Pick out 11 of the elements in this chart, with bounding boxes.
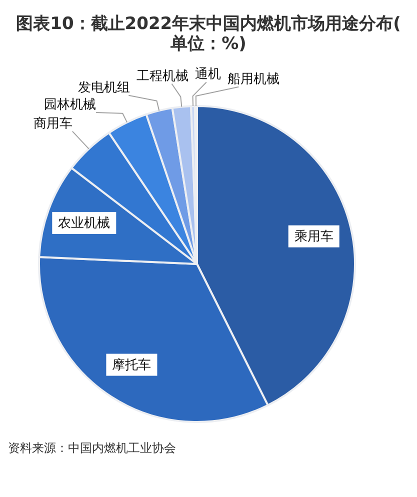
slice-label: 发电机组 xyxy=(78,80,130,95)
annotation: 资料来源：中国内燃机工业协会 xyxy=(8,441,176,455)
slice-label: 工程机械 xyxy=(136,68,189,84)
slice-label: 商用车 xyxy=(33,116,72,131)
slice-label: 乘用车 xyxy=(294,228,334,244)
title: 图表10：截止2022年末中国内燃机市场用途分布(单位：%) xyxy=(16,14,401,54)
slice-label: 园林机械 xyxy=(44,97,96,112)
slice-label: 通机 xyxy=(195,66,222,82)
slice-label: 船用机械 xyxy=(228,71,280,86)
slice-label: 摩托车 xyxy=(112,357,152,372)
slice-label: 农业机械 xyxy=(58,215,110,230)
